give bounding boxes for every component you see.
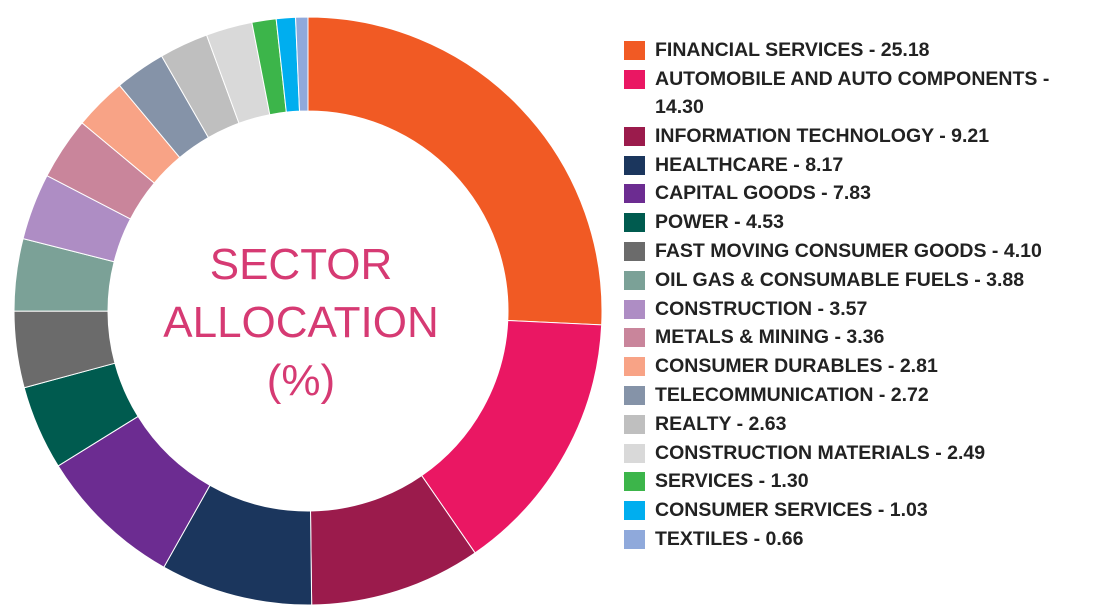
legend-item: TELECOMMUNICATION - 2.72 [624, 381, 1099, 409]
legend-label: OIL GAS & CONSUMABLE FUELS - 3.88 [655, 268, 1025, 291]
legend-swatch [624, 213, 645, 233]
chart-title-line-1: SECTOR [209, 240, 393, 289]
legend-item: CONSUMER DURABLES - 2.81 [624, 352, 1099, 380]
legend-item: REALTY - 2.63 [624, 410, 1099, 438]
legend-label: FAST MOVING CONSUMER GOODS - 4.10 [655, 240, 1042, 263]
legend-item: FAST MOVING CONSUMER GOODS - 4.10 [624, 237, 1099, 265]
legend-swatch [624, 472, 645, 492]
legend-item: CONSTRUCTION MATERIALS - 2.49 [624, 439, 1099, 467]
legend-swatch [624, 184, 645, 204]
chart-title-line-2: ALLOCATION [163, 298, 439, 347]
legend-item: SERVICES - 1.30 [624, 467, 1099, 495]
legend-swatch [624, 126, 645, 146]
chart-title-line-3: (%) [266, 356, 336, 405]
legend-swatch [624, 270, 645, 290]
legend-label: TEXTILES - 0.66 [655, 528, 804, 551]
legend-label: CONSUMER DURABLES - 2.81 [655, 355, 938, 378]
sector-allocation-donut-chart [13, 16, 603, 606]
legend-item: INFORMATION TECHNOLOGY - 9.21 [624, 122, 1099, 150]
legend-item: AUTOMOBILE AND AUTO COMPONENTS - 14.30 [624, 65, 1099, 122]
legend-item: FINANCIAL SERVICES - 25.18 [624, 36, 1099, 64]
legend-item: TEXTILES - 0.66 [624, 525, 1099, 553]
legend-item: CAPITAL GOODS - 7.83 [624, 179, 1099, 207]
legend-swatch [624, 443, 645, 463]
chart-title: SECTOR ALLOCATION (%) [100, 236, 502, 410]
legend-label: REALTY - 2.63 [655, 412, 787, 435]
legend-swatch [624, 386, 645, 406]
legend-swatch [624, 328, 645, 348]
donut-slice [307, 16, 603, 326]
legend-label: METALS & MINING - 3.36 [655, 326, 885, 349]
legend-swatch [624, 242, 645, 262]
legend-swatch [624, 299, 645, 319]
legend-item: HEALTHCARE - 8.17 [624, 151, 1099, 179]
legend-item: CONSTRUCTION - 3.57 [624, 295, 1099, 323]
legend-swatch [624, 41, 645, 60]
legend-label: INFORMATION TECHNOLOGY - 9.21 [655, 124, 990, 147]
chart-legend: FINANCIAL SERVICES - 25.18 AUTOMOBILE AND… [624, 36, 1099, 554]
legend-label: TELECOMMUNICATION - 2.72 [655, 384, 929, 407]
legend-label: CAPITAL GOODS - 7.83 [655, 182, 871, 205]
legend-label: CONSUMER SERVICES - 1.03 [655, 499, 928, 522]
legend-label: AUTOMOBILE AND AUTO COMPONENTS - 14.30 [655, 67, 1050, 119]
legend-swatch [624, 501, 645, 521]
legend-item: METALS & MINING - 3.36 [624, 323, 1099, 351]
legend-label: CONSTRUCTION - 3.57 [655, 297, 868, 320]
legend-label: HEALTHCARE - 8.17 [655, 153, 844, 176]
donut-slice [295, 16, 309, 112]
legend-swatch [624, 155, 645, 175]
legend-label: CONSTRUCTION MATERIALS - 2.49 [655, 441, 986, 464]
legend-swatch [624, 414, 645, 434]
legend-label: POWER - 4.53 [655, 211, 784, 234]
legend-label: FINANCIAL SERVICES - 25.18 [655, 39, 930, 61]
legend-item: CONSUMER SERVICES - 1.03 [624, 496, 1099, 524]
legend-swatch [624, 69, 645, 89]
legend-item: POWER - 4.53 [624, 208, 1099, 236]
legend-swatch [624, 357, 645, 377]
legend-swatch [624, 530, 645, 550]
legend-item: OIL GAS & CONSUMABLE FUELS - 3.88 [624, 266, 1099, 294]
legend-label: SERVICES - 1.30 [655, 470, 809, 493]
